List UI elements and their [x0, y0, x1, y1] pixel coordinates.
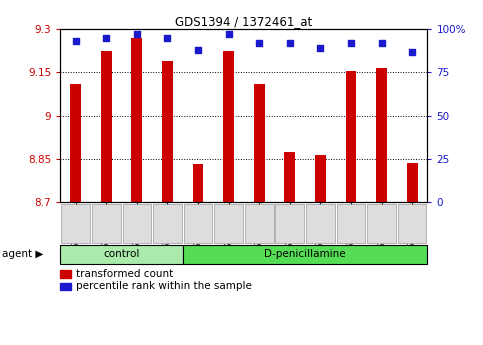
- Bar: [101, 51, 112, 202]
- Point: [347, 40, 355, 46]
- Bar: [223, 51, 234, 202]
- Text: transformed count: transformed count: [76, 269, 173, 279]
- Text: agent ▶: agent ▶: [2, 249, 44, 259]
- Bar: [376, 68, 387, 202]
- Text: percentile rank within the sample: percentile rank within the sample: [76, 282, 252, 291]
- Bar: [315, 155, 326, 202]
- Point: [102, 35, 110, 41]
- Point: [378, 40, 385, 46]
- Point: [164, 35, 171, 41]
- Text: D-penicillamine: D-penicillamine: [264, 249, 346, 259]
- Bar: [407, 163, 417, 202]
- Point: [225, 32, 232, 37]
- Point: [408, 49, 416, 55]
- Point: [316, 46, 324, 51]
- Bar: [346, 71, 356, 202]
- Point: [286, 40, 294, 46]
- Bar: [193, 164, 203, 202]
- Bar: [162, 61, 173, 202]
- Bar: [131, 38, 142, 202]
- Bar: [284, 151, 295, 202]
- Text: control: control: [103, 249, 140, 259]
- Bar: [71, 84, 81, 202]
- Point: [133, 32, 141, 37]
- Point: [194, 47, 202, 53]
- Point: [72, 39, 80, 44]
- Title: GDS1394 / 1372461_at: GDS1394 / 1372461_at: [175, 15, 313, 28]
- Point: [256, 40, 263, 46]
- Bar: [254, 84, 265, 202]
